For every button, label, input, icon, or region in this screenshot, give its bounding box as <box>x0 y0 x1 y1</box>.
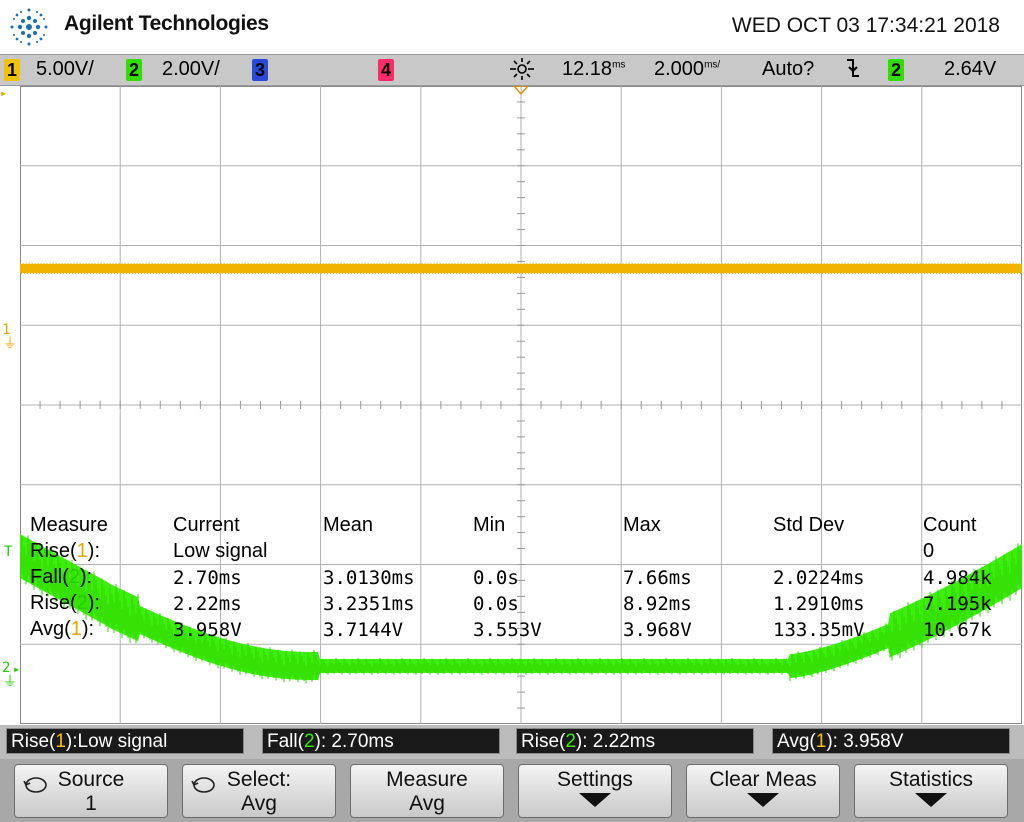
stat-mean-value: 3.2351ms <box>323 593 415 615</box>
settings-softkey[interactable]: Settings <box>518 764 672 818</box>
stat-current-value: 2.70ms <box>173 567 242 589</box>
stat-current-value: Low signal <box>173 540 268 562</box>
stat-header-measure: Measure <box>30 514 108 536</box>
stat-mean-value: 3.7144V <box>323 619 404 641</box>
softkey-menu: Source 1 Select: Avg Measure Avg Settings Clear… <box>0 759 1024 822</box>
left-edge-marker: ▸ <box>0 86 8 100</box>
stat-header-mean: Mean <box>323 514 374 536</box>
stat-min-value: 3.553V <box>473 619 542 641</box>
softkey-value: Avg <box>241 792 277 815</box>
trigger-source-badge: 2 <box>888 59 904 81</box>
measurement-readout[interactable]: Rise(1):Low signal <box>6 728 244 754</box>
status-bar: 1 5.00V/ 2 2.00V/ 3 4 12.18ms 2.000ms/ A… <box>0 54 1024 86</box>
stat-row-label: Fall(2): <box>30 566 93 588</box>
stat-row-label: Rise(2): <box>30 592 101 614</box>
channel-2-ground-marker[interactable]: 2 <box>2 660 11 676</box>
time-scale: 2.000ms/ <box>654 58 721 80</box>
date-time: WED OCT 03 17:34:21 2018 <box>731 14 1000 37</box>
graticule <box>20 86 1022 724</box>
channel-2-scale: 2.00V/ <box>162 58 220 80</box>
softkey-value: Avg <box>409 792 445 815</box>
falling-edge-icon <box>844 56 862 86</box>
channel-2-arrow-icon: ▸ <box>13 662 21 676</box>
clear-meas-softkey[interactable]: Clear Meas <box>686 764 840 818</box>
softkey-label: Measure <box>386 768 468 791</box>
stat-max-value: 3.968V <box>623 619 692 641</box>
stat-std-value: 2.0224ms <box>773 567 865 589</box>
rotate-knob-icon <box>191 775 217 801</box>
stat-header-count: Count <box>923 514 977 536</box>
measurement-readout[interactable]: Rise(2): 2.22ms <box>516 728 754 754</box>
stat-current-value: 3.958V <box>173 619 242 641</box>
channel-3-badge[interactable]: 3 <box>252 59 268 81</box>
stat-row-label: Rise(1): <box>30 540 101 562</box>
measurement-readout[interactable]: Fall(2): 2.70ms <box>262 728 500 754</box>
ground-icon: ⏚ <box>3 674 17 690</box>
channel-1-noise <box>20 262 1021 275</box>
trigger-position-marker <box>513 86 529 96</box>
stat-count-value: 4.984k <box>923 567 992 589</box>
softkey-label: Settings <box>557 768 633 791</box>
select-softkey[interactable]: Select: Avg <box>182 764 336 818</box>
stat-std-value: 133.35mV <box>773 619 865 641</box>
softkey-value: 1 <box>85 792 97 815</box>
stat-row-label: Avg(1): <box>30 618 95 640</box>
softkey-label: Select: <box>226 768 292 791</box>
down-arrow-icon <box>579 793 611 807</box>
header: Agilent Technologies WED OCT 03 17:34:21… <box>0 0 1024 54</box>
stat-count-value: 10.67k <box>923 619 992 641</box>
stat-header-min: Min <box>473 514 506 536</box>
softkey-label: Clear Meas <box>709 768 817 791</box>
stat-min-value: 0.0s <box>473 567 519 589</box>
channel-1-scale: 5.00V/ <box>36 58 94 80</box>
stat-max-value: 8.92ms <box>623 593 692 615</box>
channel-4-badge[interactable]: 4 <box>378 59 394 81</box>
brand-name: Agilent Technologies <box>64 12 269 35</box>
measure-softkey[interactable]: Measure Avg <box>350 764 504 818</box>
agilent-logo-icon <box>6 4 52 55</box>
stat-mean-value: 3.0130ms <box>323 567 415 589</box>
down-arrow-icon <box>747 793 779 807</box>
trigger-mode: Auto? <box>762 58 815 80</box>
statistics-softkey[interactable]: Statistics <box>854 764 1008 818</box>
softkey-label: Statistics <box>888 768 974 791</box>
source-softkey[interactable]: Source 1 <box>14 764 168 818</box>
stat-max-value: 7.66ms <box>623 567 692 589</box>
trigger-level-marker[interactable]: T <box>4 544 13 560</box>
stat-header-max: Max <box>623 514 661 536</box>
channel-1-trace <box>20 264 1022 273</box>
rotate-knob-icon <box>23 775 49 801</box>
measurement-readout[interactable]: Avg(1): 3.958V <box>772 728 1010 754</box>
time-delay: 12.18ms <box>562 58 626 80</box>
ground-icon: ⏚ <box>3 336 17 352</box>
measurement-bar: Rise(1):Low signal Fall(2): 2.70ms Rise(2)… <box>0 725 1024 759</box>
stat-header-current: Current <box>173 514 240 536</box>
time-reference-icon <box>508 57 536 87</box>
channel-1-ground-marker[interactable]: 1 <box>2 322 11 338</box>
stat-count-value: 0 <box>923 540 935 562</box>
softkey-label: Source <box>57 768 125 791</box>
stat-current-value: 2.22ms <box>173 593 242 615</box>
down-arrow-icon <box>915 793 947 807</box>
stat-min-value: 0.0s <box>473 593 519 615</box>
channel-2-badge[interactable]: 2 <box>126 59 142 81</box>
waveform-display[interactable] <box>20 86 1022 724</box>
channel-1-badge[interactable]: 1 <box>4 59 20 81</box>
stat-header-std-dev: Std Dev <box>773 514 845 536</box>
stat-count-value: 7.195k <box>923 593 992 615</box>
trigger-level: 2.64V <box>944 58 997 80</box>
channel-2-noise <box>20 535 1021 684</box>
stat-std-value: 1.2910ms <box>773 593 865 615</box>
